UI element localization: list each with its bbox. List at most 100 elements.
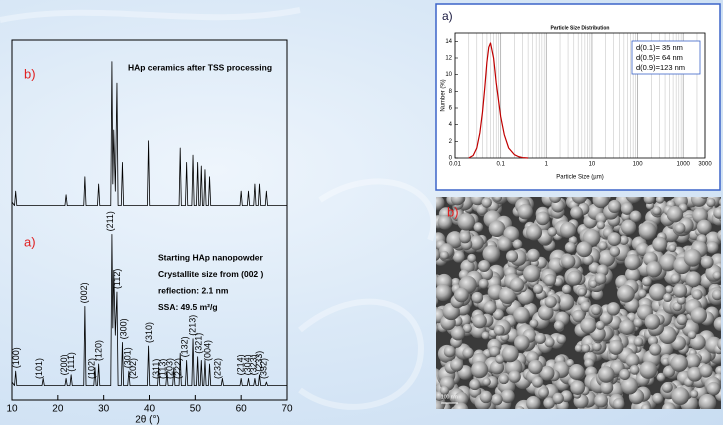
y-axis-label: Number (%) — [441, 79, 447, 111]
sem-grain — [565, 242, 576, 253]
sem-grain — [595, 273, 607, 285]
sem-grain — [644, 193, 655, 204]
sem-grain — [497, 237, 511, 251]
sem-grain — [554, 320, 565, 331]
sem-grain — [645, 314, 661, 330]
sem-grain — [674, 223, 685, 234]
sem-grain — [609, 246, 620, 257]
sem-grain — [608, 340, 623, 355]
sem-grain — [513, 307, 530, 324]
sem-grain — [608, 200, 621, 213]
figure: b)100 nm102030405060702θ (°)b)HAp cerami… — [0, 0, 723, 425]
sem-grain — [701, 256, 714, 269]
legend-text: d(0.5)= 64 nm — [636, 53, 683, 62]
sem-grain — [444, 346, 456, 358]
sem-grain — [459, 231, 471, 243]
sem-grain — [706, 198, 715, 207]
series-description: HAp ceramics after TSS processing — [128, 62, 272, 72]
peak-label: (300) — [119, 318, 129, 339]
sem-grain — [591, 305, 601, 315]
peak-label: (213) — [187, 315, 197, 336]
sem-grain — [489, 220, 506, 237]
sem-grain — [532, 376, 543, 387]
sem-grain — [580, 317, 596, 333]
sem-grain — [700, 191, 708, 199]
sem-grain — [481, 197, 491, 207]
sem-grain — [652, 237, 667, 252]
sem-grain — [594, 394, 608, 408]
sem-grain — [671, 355, 688, 372]
sem-grain — [570, 380, 585, 395]
sem-grain — [646, 261, 662, 277]
sem-grain — [556, 334, 566, 344]
peak-label: (112) — [112, 269, 122, 289]
sem-grain — [634, 337, 644, 347]
sem-grain — [450, 358, 463, 371]
sem-grain — [535, 333, 546, 344]
sem-grain — [713, 271, 722, 280]
sem-grain — [428, 399, 444, 415]
x-tick-label: 40 — [144, 404, 156, 415]
sem-grain — [526, 396, 541, 411]
sem-grain — [578, 288, 586, 296]
sem-grain — [479, 279, 489, 289]
sem-grain — [523, 265, 540, 282]
x-tick-label: 10 — [589, 162, 596, 168]
sem-grain — [478, 260, 490, 272]
peak-label: (111) — [66, 352, 76, 372]
sem-grain — [473, 222, 483, 232]
sem-grain — [451, 192, 465, 206]
sem-grain — [561, 254, 575, 268]
scale-bar-label: 100 nm — [441, 394, 458, 400]
sem-grain — [630, 211, 642, 223]
sem-grain — [671, 387, 689, 405]
sem-grain — [630, 365, 640, 375]
chart-title: Particle Size Distribution — [551, 25, 610, 31]
sem-grain — [706, 241, 718, 253]
sem-grain — [472, 314, 487, 329]
series-label: b) — [24, 66, 36, 81]
peak-label: (310) — [144, 322, 154, 343]
sem-grain — [712, 289, 723, 300]
sem-grain — [457, 213, 475, 231]
sem-grain — [472, 292, 484, 304]
sem-grain — [619, 319, 635, 335]
series-description: SSA: 49.5 m²/g — [158, 302, 218, 312]
series-description: reflection: 2.1 nm — [158, 285, 229, 295]
x-axis-label: 2θ (°) — [135, 415, 160, 425]
x-tick-label: 0.1 — [496, 162, 505, 168]
sem-grain — [667, 206, 683, 222]
sem-grain — [515, 406, 525, 416]
sem-grain — [690, 390, 698, 398]
data-line — [12, 62, 287, 206]
sem-grain — [526, 224, 542, 240]
sem-grain — [607, 232, 621, 246]
series-description: Starting HAp nanopowder — [158, 252, 264, 262]
y-tick-label: 12 — [445, 56, 452, 62]
sem-grain — [639, 222, 657, 240]
sem-grain — [529, 319, 538, 328]
peak-label: (202) — [128, 358, 138, 379]
x-tick-label: 30 — [98, 404, 110, 415]
sem-panel-label: b) — [447, 204, 459, 219]
sem-grain — [684, 249, 702, 267]
sem-grain — [642, 277, 652, 287]
sem-grain — [570, 206, 583, 219]
series-description: Crystallite size from (002 ) — [158, 269, 264, 279]
sem-grain — [576, 241, 592, 257]
sem-grain — [493, 193, 502, 202]
sem-grain — [451, 326, 465, 340]
peak-label: (100) — [11, 347, 21, 368]
sem-grain — [560, 222, 576, 238]
sem-grain — [662, 382, 673, 393]
x-tick-label: 0.01 — [449, 162, 461, 168]
sem-grain — [567, 271, 582, 286]
plot-frame — [12, 40, 287, 400]
sem-grain — [480, 391, 493, 404]
sem-grain — [510, 277, 525, 292]
sem-grain — [652, 206, 661, 215]
legend-text: d(0.9)=123 nm — [636, 63, 685, 72]
peak-label: (120) — [93, 340, 103, 361]
x-tick-label: 3000 — [698, 162, 712, 168]
series-label: a) — [24, 234, 36, 249]
